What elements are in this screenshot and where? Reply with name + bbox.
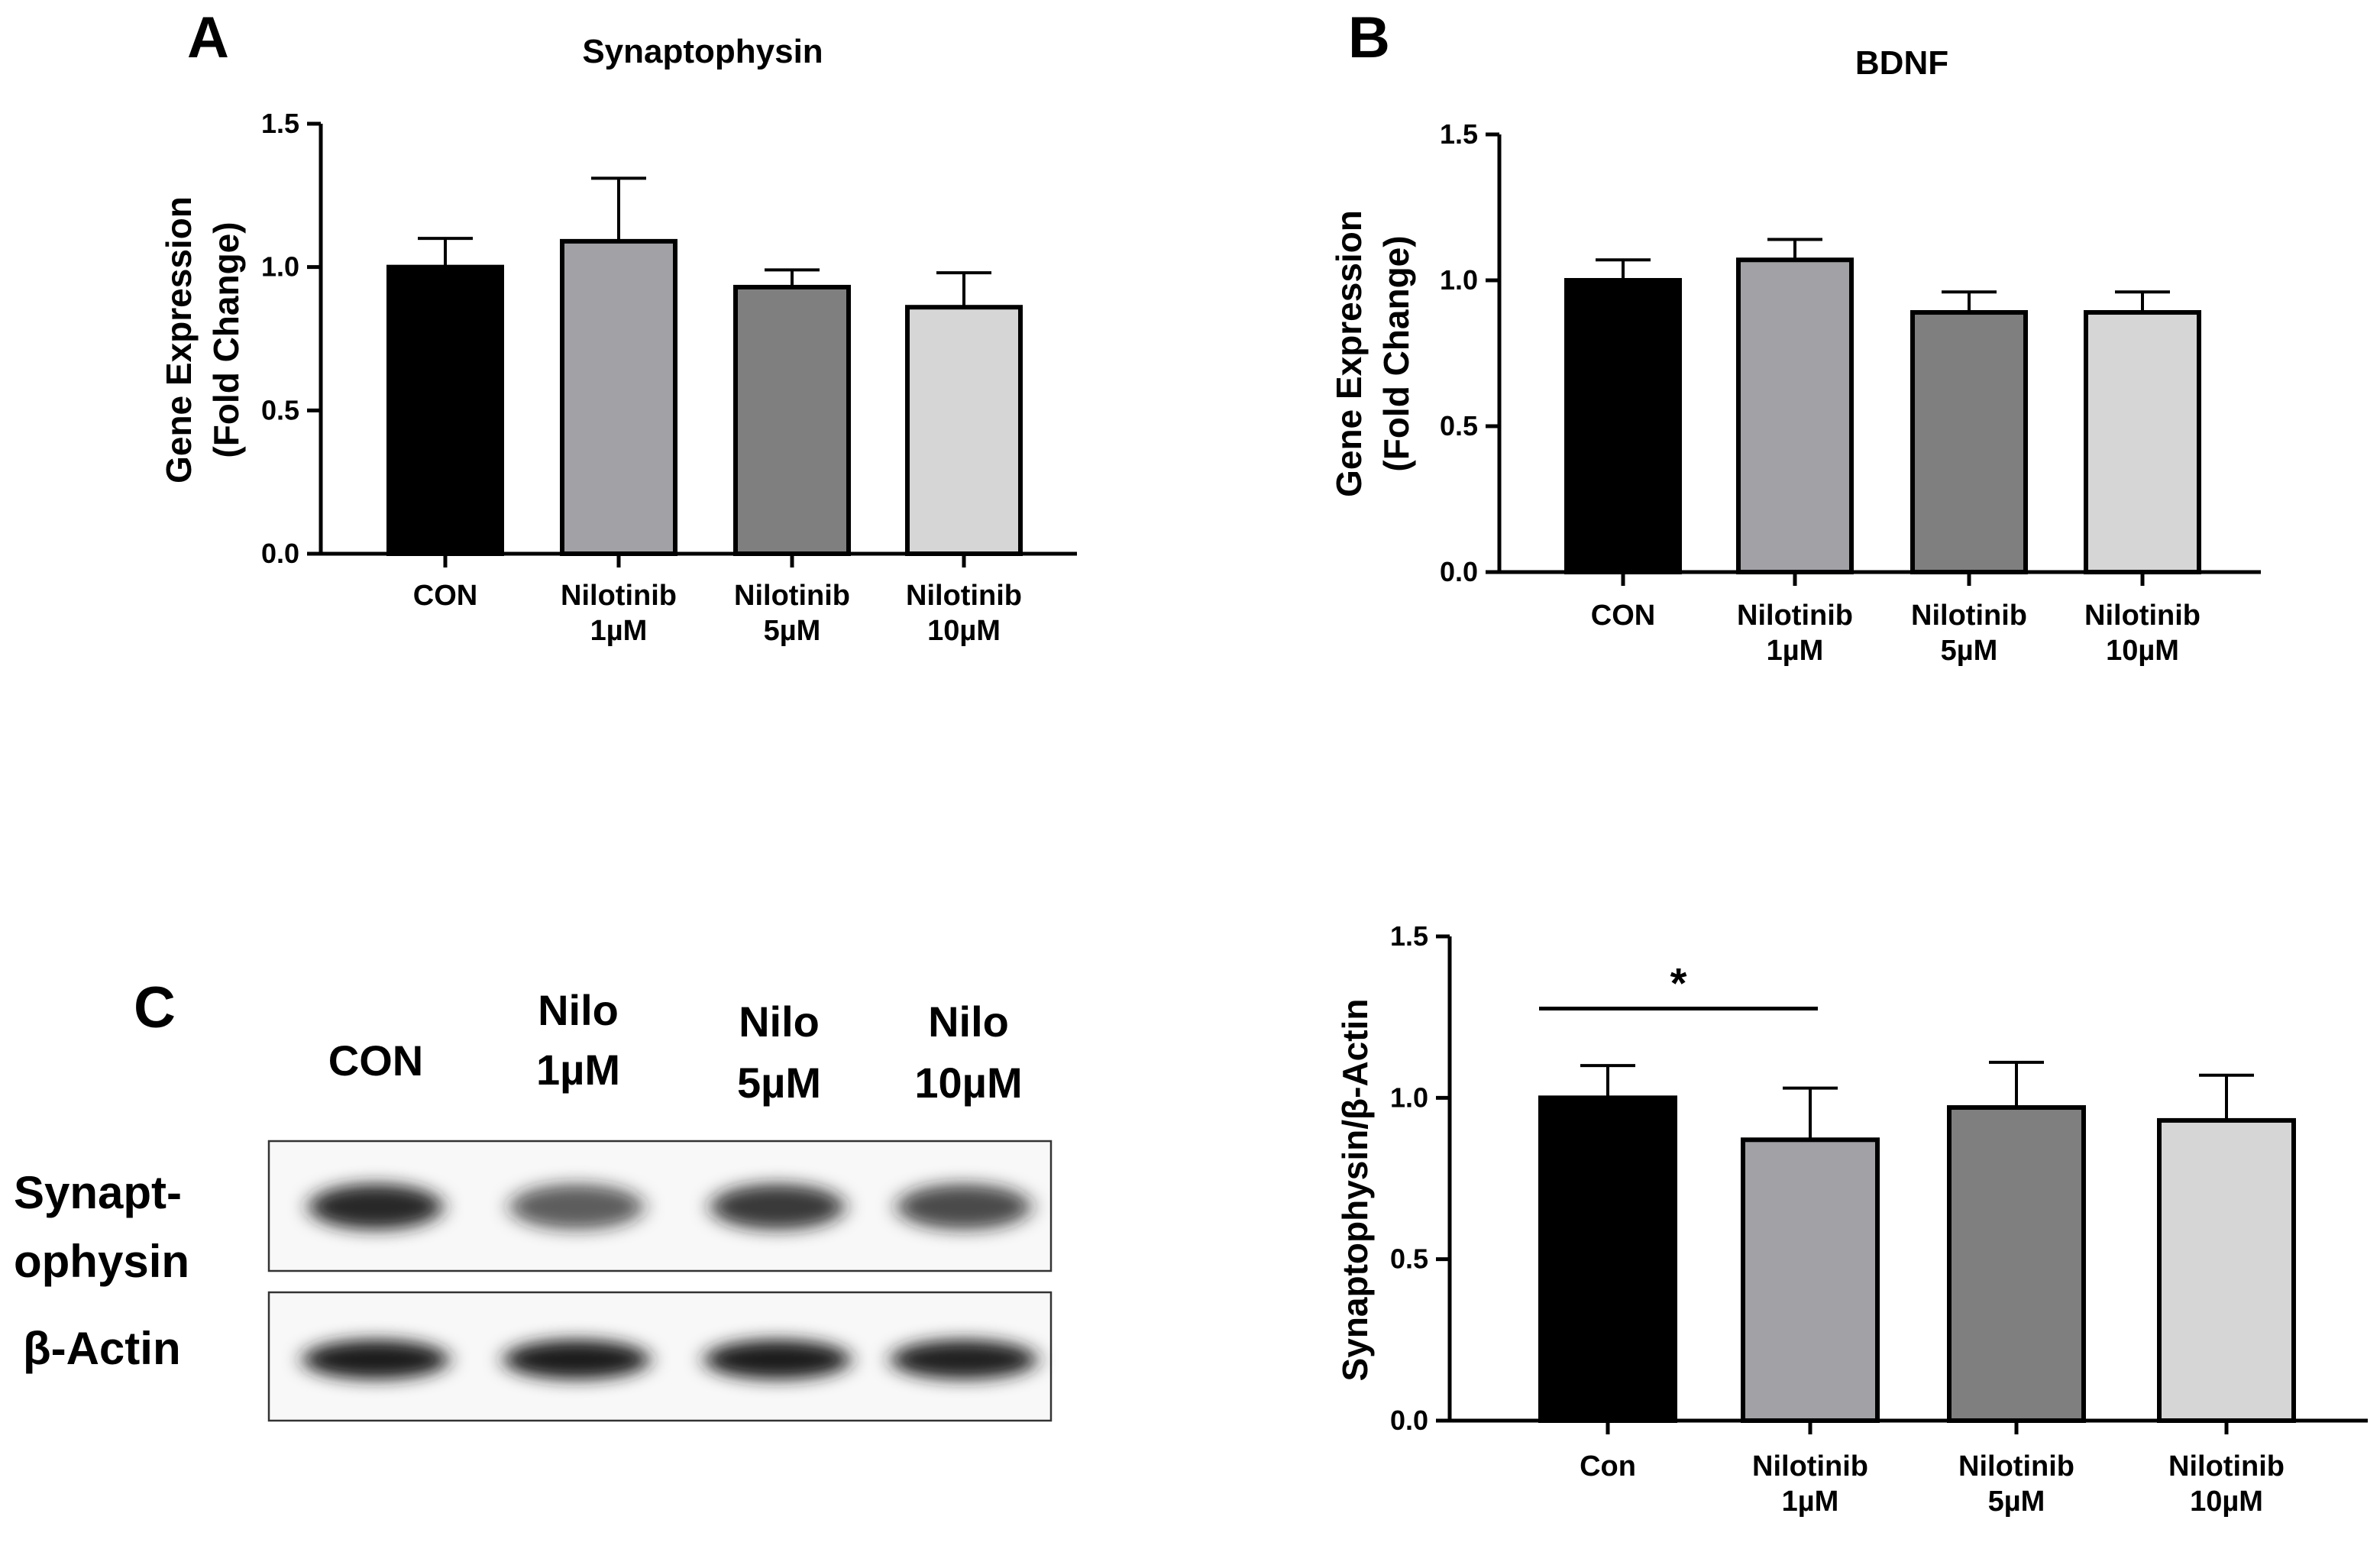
chart-c-bar (2157, 1117, 2296, 1424)
blot-band-beta-actin (704, 1340, 851, 1379)
chart-a-bar (560, 238, 677, 556)
chart-b-category-label-line2: 10µM (2106, 635, 2179, 667)
panel-letter-a: A (187, 5, 229, 70)
chart-b-bar (1564, 278, 1682, 574)
chart-synaptophysin-gene-expression: Synaptophysin Gene Expression (Fold Chan… (159, 33, 1077, 647)
blot-lane-label-line2: 5µM (737, 1059, 821, 1107)
chart-a-category-label: Nilotinib (906, 580, 1022, 612)
chart-b-ytick-label: 0.0 (1440, 556, 1478, 587)
chart-a-category-label-line2: 5µM (764, 615, 821, 647)
chart-c-bar (1538, 1095, 1677, 1424)
chart-a-ytick-label: 0.0 (261, 538, 299, 569)
western-blot: CON Nilo 1µM Nilo 5µM Nilo 10µM Synapt- ophysi… (14, 986, 1053, 1422)
blot-lane-label: Nilo (538, 986, 619, 1034)
blot-band-synaptophysin (509, 1184, 644, 1230)
chart-b-title: BDNF (1855, 44, 1948, 82)
blot-lane-label-line2: 1µM (536, 1046, 620, 1094)
chart-c-category-label-line2: 1µM (1782, 1486, 1839, 1518)
panel-letter-c: C (134, 975, 176, 1040)
blot-row-label-synaptophysin-line2: ophysin (14, 1236, 189, 1287)
blot-band-synaptophysin (309, 1184, 443, 1230)
chart-a-ylabel-line2: (Fold Change) (206, 221, 246, 458)
chart-b-category-label: Nilotinib (1737, 600, 1853, 632)
blot-row-label-synaptophysin-line1: Synapt- (14, 1167, 182, 1218)
chart-a-category-label: CON (413, 580, 477, 612)
chart-c-category-label: Nilotinib (2168, 1450, 2285, 1482)
chart-c-ytick-label: 1.0 (1390, 1082, 1428, 1113)
panel-letter-b: B (1348, 5, 1390, 70)
blot-lane-labels: CON Nilo 1µM Nilo 5µM Nilo 10µM (328, 986, 1023, 1107)
chart-c-category-label: Nilotinib (1752, 1450, 1868, 1482)
chart-c-ytick-label: 0.0 (1390, 1405, 1428, 1436)
chart-c-category-label: Nilotinib (1958, 1450, 2074, 1482)
chart-a-category-label-line2: 1µM (590, 615, 648, 647)
chart-b-category-label-line2: 5µM (1941, 635, 1998, 667)
blot-lane-label: CON (328, 1036, 423, 1085)
blot-band-beta-actin (503, 1340, 650, 1379)
chart-a-ytick-label: 1.0 (261, 251, 299, 283)
chart-a-title: Synaptophysin (582, 33, 823, 70)
chart-a-bar (905, 305, 1023, 556)
chart-b-ylabel-line1: Gene Expression (1329, 210, 1369, 497)
blot-row-label-beta-actin: β-Actin (23, 1323, 181, 1374)
chart-c-ylabel: Synaptophysin/β-Actin (1335, 999, 1375, 1382)
chart-b-category-label: Nilotinib (2084, 600, 2201, 632)
chart-b-bar (2084, 310, 2201, 574)
chart-a-category-label-line2: 10µM (927, 615, 1001, 647)
blot-lane-label-line2: 10µM (914, 1059, 1022, 1107)
chart-a-category-label: Nilotinib (561, 580, 677, 612)
blot-lane-label: Nilo (928, 997, 1009, 1046)
blot-band-synaptophysin (710, 1184, 845, 1230)
chart-c-bar (1947, 1105, 2086, 1423)
chart-b-ytick-label: 1.0 (1440, 264, 1478, 296)
chart-b-ytick-label: 0.5 (1440, 410, 1478, 441)
blot-lane-label: Nilo (739, 997, 820, 1046)
blot-band-beta-actin (302, 1340, 449, 1379)
chart-b-category-label: CON (1591, 600, 1655, 632)
chart-bdnf-gene-expression: BDNF Gene Expression (Fold Change) 0.0 0.… (1329, 44, 2261, 667)
chart-b-category-label: Nilotinib (1911, 600, 2027, 632)
blot-band-beta-actin (891, 1340, 1037, 1379)
blot-bands (302, 1184, 1037, 1379)
chart-synaptophysin-beta-actin: Synaptophysin/β-Actin 0.0 0.5 1.0 1.5 Con Nil… (1335, 920, 2368, 1518)
chart-c-ytick-label: 1.5 (1390, 920, 1428, 952)
chart-c-bar (1741, 1137, 1880, 1424)
chart-c-ytick-label: 0.5 (1390, 1243, 1428, 1275)
chart-b-bar (1736, 257, 1854, 574)
chart-c-category-label: Con (1580, 1450, 1636, 1482)
chart-b-bar (1910, 310, 2028, 574)
chart-a-category-label: Nilotinib (734, 580, 850, 612)
chart-a-bar (386, 264, 504, 556)
chart-c-category-label-line2: 10µM (2190, 1486, 2263, 1518)
chart-c-significance-mark: * (1670, 959, 1687, 1007)
chart-b-ylabel-line2: (Fold Change) (1376, 235, 1416, 471)
chart-a-ytick-label: 0.5 (261, 394, 299, 425)
chart-a-bar (733, 284, 851, 556)
chart-a-ytick-label: 1.5 (261, 108, 299, 139)
blot-band-synaptophysin (897, 1184, 1031, 1230)
chart-b-ytick-label: 1.5 (1440, 118, 1478, 150)
chart-b-category-label-line2: 1µM (1767, 635, 1824, 667)
chart-c-category-label-line2: 5µM (1988, 1486, 2045, 1518)
chart-a-ylabel-line1: Gene Expression (159, 196, 199, 483)
